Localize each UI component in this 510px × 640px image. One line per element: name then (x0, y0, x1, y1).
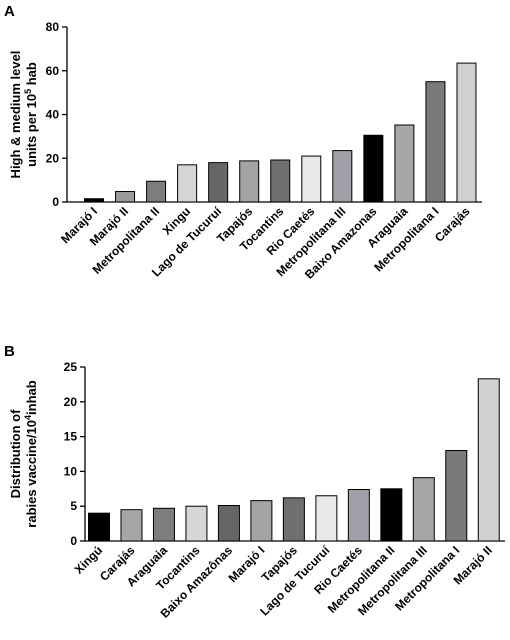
bar (412, 477, 435, 542)
y-tick-label: 25 (64, 360, 78, 374)
bar (185, 505, 208, 542)
bar (477, 378, 500, 542)
bar (332, 150, 353, 203)
y-tick-label: 0 (70, 534, 77, 548)
y-tick-label: 5 (70, 499, 77, 513)
bar (394, 124, 415, 203)
y-tick-label: 20 (46, 151, 60, 165)
y-axis-label: High & medium levelunits per 105 hab (8, 51, 39, 179)
y-tick-label: 10 (64, 464, 78, 478)
x-category-label: Carajás (432, 204, 473, 245)
y-tick-label: 80 (46, 20, 60, 34)
bar (146, 180, 167, 203)
y-tick-label: 0 (52, 195, 59, 209)
x-category-label: Marajó I (226, 543, 268, 585)
bar (120, 509, 143, 542)
y-tick-label: 15 (64, 430, 78, 444)
bar (177, 164, 198, 203)
bar (347, 488, 370, 542)
bar (363, 134, 384, 203)
bar (239, 160, 260, 203)
panel-b: B Distribution ofrabies vaccine/104inhab 0… (4, 343, 505, 621)
bar (456, 62, 477, 203)
bar (445, 450, 468, 542)
panel-letter: A (4, 3, 15, 20)
bar (270, 159, 291, 203)
bar (115, 191, 136, 203)
bar (282, 497, 305, 542)
bar (88, 512, 110, 542)
bar (425, 81, 446, 203)
bar (250, 500, 273, 542)
bar (301, 155, 322, 203)
bar (84, 198, 104, 203)
y-axis-label: Distribution ofrabies vaccine/104inhab (8, 380, 39, 527)
y-tick-label: 60 (46, 64, 60, 78)
y-tick-label: 20 (64, 395, 78, 409)
panel-a: A High & medium levelunits per 105 hab 0 20… (4, 3, 482, 282)
bar (152, 507, 175, 542)
bar (217, 505, 240, 542)
panel-letter: B (4, 343, 15, 360)
bar (315, 495, 338, 542)
bar (380, 488, 403, 542)
y-tick-label: 40 (46, 108, 60, 122)
bar (208, 162, 229, 203)
